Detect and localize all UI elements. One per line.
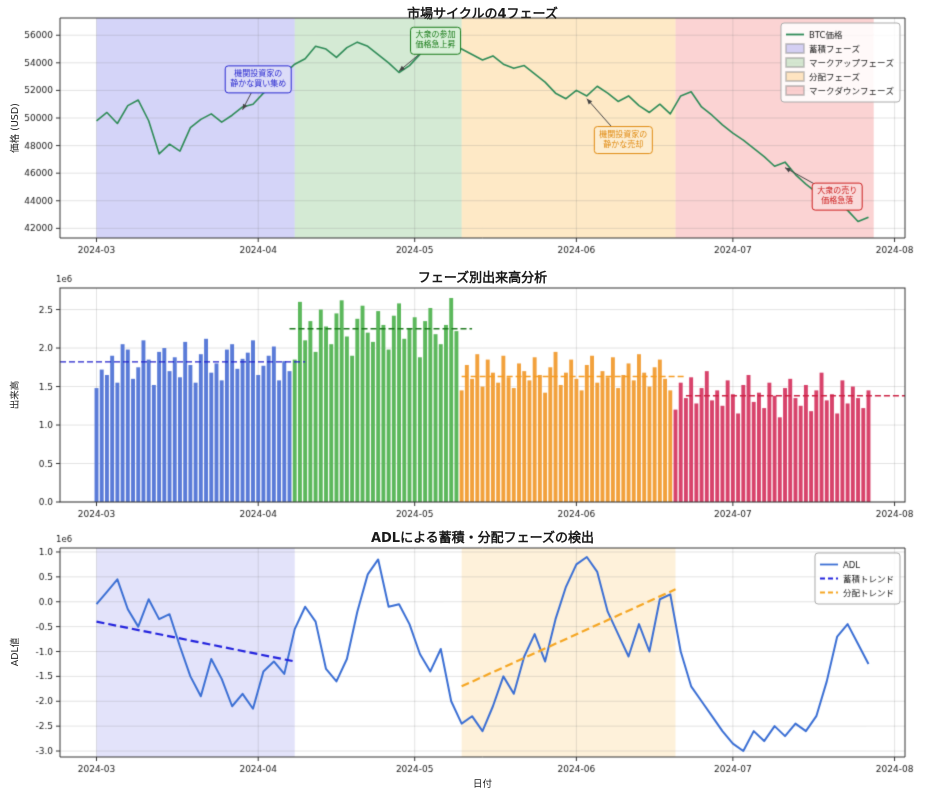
- adl-chart-canvas: [0, 522, 931, 800]
- price-chart-canvas: [0, 0, 931, 262]
- xaxis-label: 日付: [472, 779, 492, 790]
- volume-chart-canvas: [0, 262, 931, 522]
